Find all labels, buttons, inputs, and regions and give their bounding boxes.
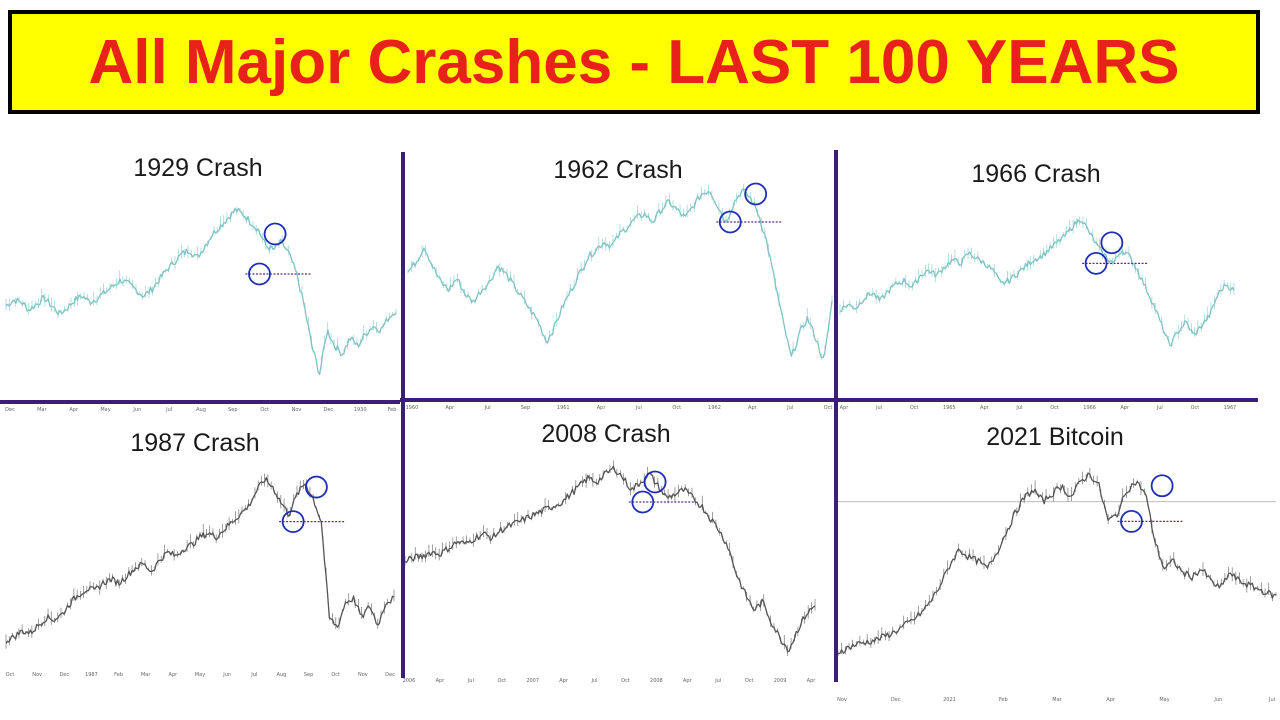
x-tick-label: Oct	[260, 407, 269, 413]
x-tick-label: 2007	[526, 678, 539, 684]
chart-title: 1966 Crash	[971, 160, 1100, 188]
x-tick-label: Jul	[1268, 697, 1275, 703]
x-tick-label: Aug	[277, 672, 287, 678]
x-tick-label: Jul	[1156, 405, 1163, 411]
x-tick-label: 1987	[85, 672, 98, 678]
x-tick-label: Sep	[521, 405, 530, 411]
x-tick-label: Jun	[132, 407, 141, 413]
x-tick-label: 1960	[406, 405, 419, 411]
chart-title: 1962 Crash	[553, 156, 682, 184]
x-tick-label: Oct	[1191, 405, 1200, 411]
x-tick-label: Mar	[141, 672, 151, 678]
x-tick-label: Apr	[1120, 405, 1130, 411]
x-tick-label: Oct	[910, 405, 919, 411]
x-tick-label: Apr	[169, 672, 179, 678]
x-tick-label: Jun	[1213, 697, 1222, 703]
x-tick-label: Nov	[358, 672, 368, 678]
x-tick-label: Nov	[292, 407, 302, 413]
x-tick-label: Jul	[1015, 405, 1022, 411]
x-tick-label: Oct	[331, 672, 340, 678]
x-tick-label: Apr	[683, 678, 693, 684]
x-tick-label: Dec	[385, 672, 395, 678]
support-marker-circle	[631, 490, 655, 514]
support-marker-circle	[1120, 510, 1143, 533]
high-marker-circle	[1100, 231, 1124, 255]
x-tick-label: Oct	[497, 678, 506, 684]
x-tick-label: Apr	[840, 405, 850, 411]
x-tick-label: Apr	[1106, 697, 1116, 703]
support-marker-circle	[248, 262, 271, 286]
x-tick-label: Apr	[748, 405, 758, 411]
x-tick-label: Oct	[1050, 405, 1059, 411]
x-tick-label: Mar	[1052, 697, 1062, 703]
support-marker-circle	[281, 510, 305, 533]
x-tick-label: Jul	[591, 678, 598, 684]
x-tick-label: Feb	[114, 672, 123, 678]
x-tick-label: 1962	[708, 405, 721, 411]
x-tick-label: 1930	[354, 407, 367, 413]
x-tick-label: Jul	[250, 672, 257, 678]
x-tick-label: Apr	[559, 678, 569, 684]
chart-title: 2008 Crash	[541, 420, 670, 448]
x-tick-label: 2006	[403, 678, 416, 684]
x-tick-label: Dec	[323, 407, 333, 413]
x-tick-label: Jul	[635, 405, 642, 411]
support-marker-circle	[1084, 251, 1108, 275]
series-line	[407, 188, 833, 359]
x-tick-label: Oct	[824, 405, 833, 411]
x-tick-label: 1961	[557, 405, 570, 411]
x-tick-label: Apr	[807, 678, 817, 684]
x-tick-label: Oct	[6, 672, 15, 678]
x-tick-label: Jun	[222, 672, 231, 678]
x-tick-label: Feb	[388, 407, 397, 413]
x-tick-label: Nov	[32, 672, 42, 678]
x-tick-label: Oct	[621, 678, 630, 684]
x-tick-label: 2009	[774, 678, 787, 684]
chart-title: 2021 Bitcoin	[986, 423, 1124, 451]
high-marker-circle	[1150, 474, 1174, 498]
x-tick-label: Apr	[436, 678, 446, 684]
high-marker-circle	[263, 222, 287, 246]
x-tick-label: Apr	[445, 405, 455, 411]
x-tick-label: 1965	[943, 405, 956, 411]
high-marker-circle	[304, 475, 328, 499]
x-tick-label: Dec	[891, 697, 901, 703]
x-tick-label: May	[195, 672, 205, 678]
x-tick-label: 1966	[1083, 405, 1096, 411]
x-tick-label: Sep	[228, 407, 237, 413]
x-tick-label: May	[100, 407, 110, 413]
x-tick-label: 2021	[943, 697, 956, 703]
high-marker-circle	[643, 470, 667, 494]
x-tick-label: Mar	[37, 407, 47, 413]
x-tick-label: Oct	[745, 678, 754, 684]
chart-title: 1929 Crash	[133, 154, 262, 182]
x-tick-label: Feb	[999, 697, 1008, 703]
x-tick-label: Oct	[672, 405, 681, 411]
series-line	[404, 465, 816, 653]
banner-title: All Major Crashes - LAST 100 YEARS	[88, 27, 1180, 97]
x-tick-label: Aug	[196, 407, 206, 413]
support-marker-circle	[718, 210, 742, 234]
x-tick-label: 2008	[650, 678, 663, 684]
x-tick-label: Apr	[69, 407, 79, 413]
x-tick-label: Apr	[980, 405, 990, 411]
x-tick-label: Jul	[467, 678, 474, 684]
chart-title: 1987 Crash	[130, 429, 259, 457]
x-tick-label: Jul	[875, 405, 882, 411]
x-tick-label: Jul	[786, 405, 793, 411]
x-tick-label: Jul	[714, 678, 721, 684]
x-tick-label: Dec	[5, 407, 15, 413]
x-tick-label: Jul	[484, 405, 491, 411]
title-banner: All Major Crashes - LAST 100 YEARS	[8, 10, 1260, 114]
x-tick-label: May	[1159, 697, 1169, 703]
x-tick-label: 1967	[1224, 405, 1237, 411]
x-tick-label: Sep	[304, 672, 313, 678]
x-tick-label: Jul	[165, 407, 172, 413]
x-tick-label: Nov	[837, 697, 847, 703]
x-tick-label: Apr	[597, 405, 607, 411]
high-marker-circle	[744, 182, 768, 206]
x-tick-label: Dec	[59, 672, 69, 678]
